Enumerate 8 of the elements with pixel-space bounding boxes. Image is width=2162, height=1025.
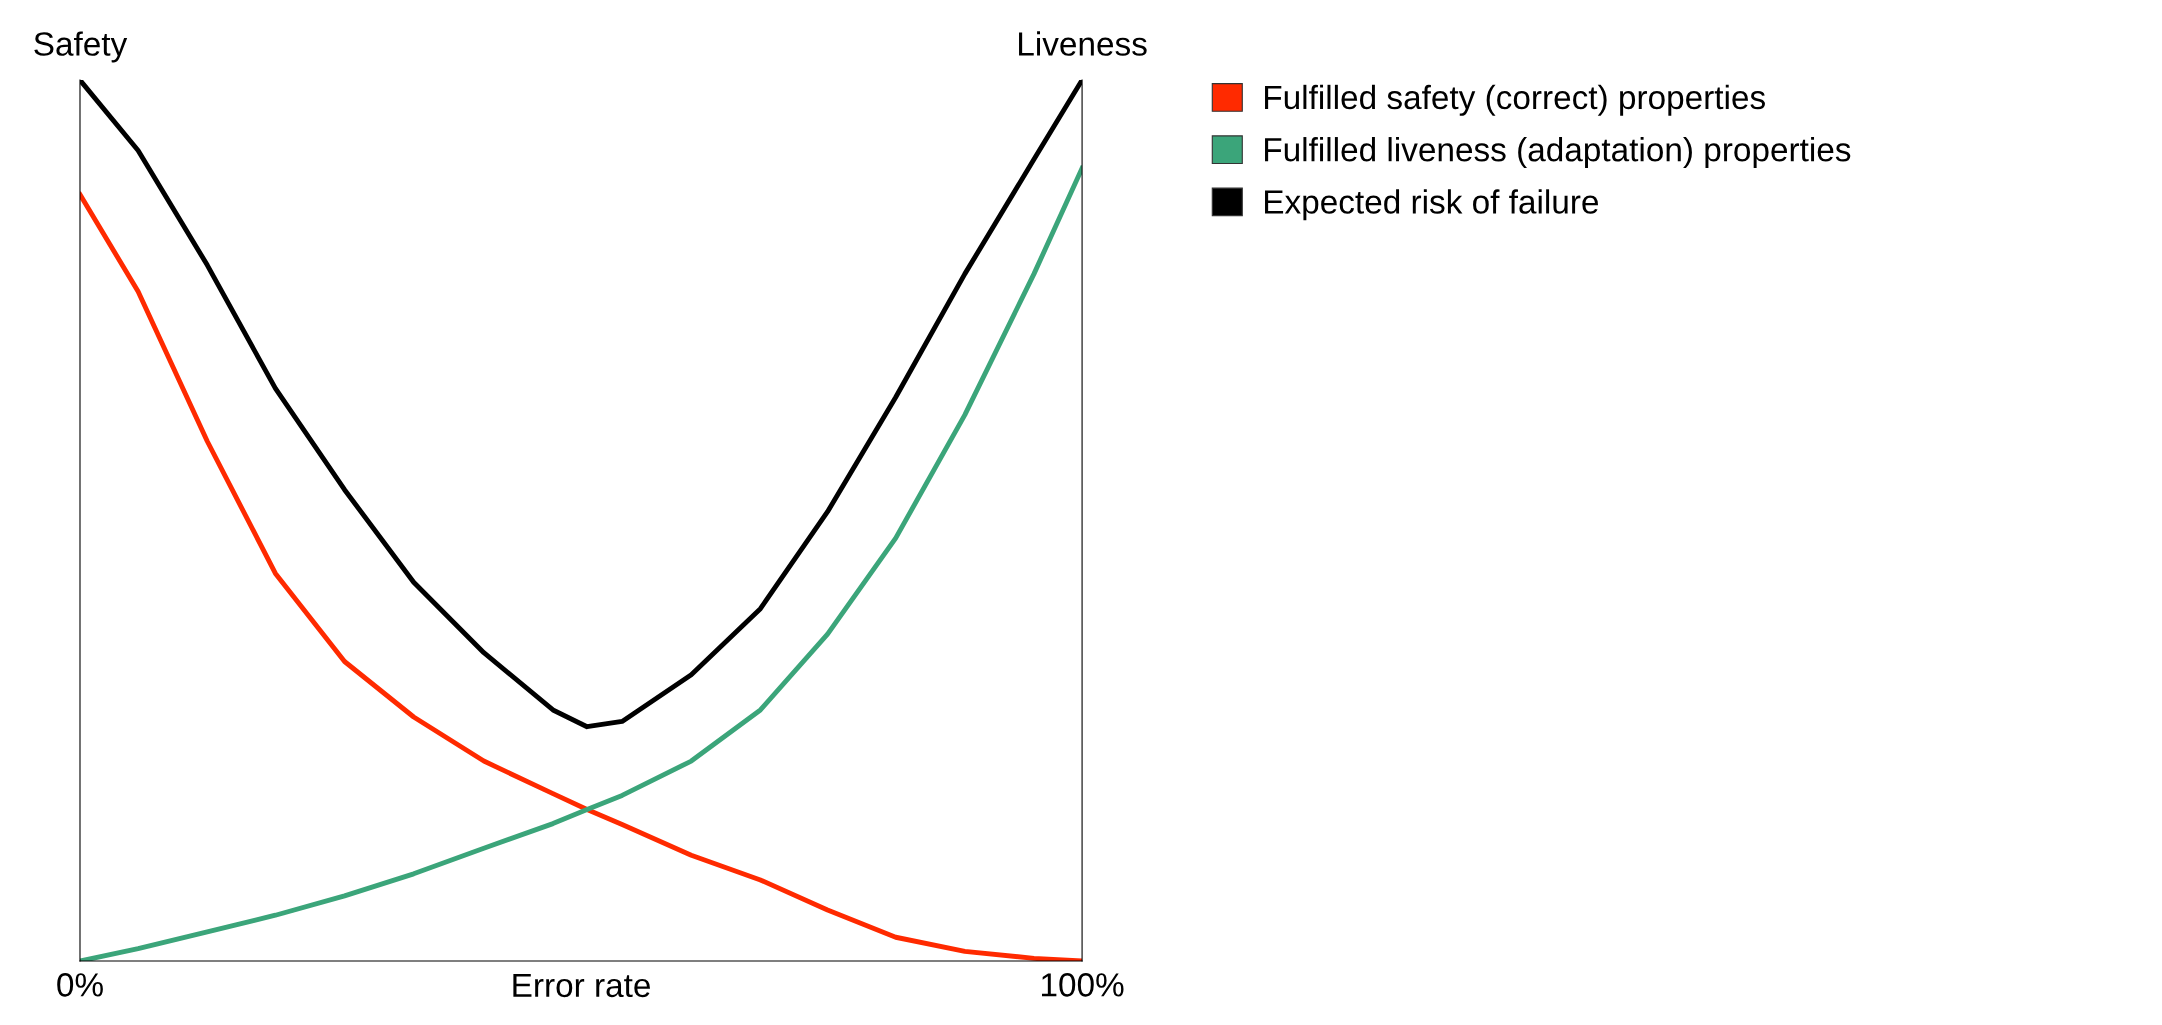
y-axis-title: Safety: [34, 31, 128, 63]
x-axis-title: Error rate: [513, 973, 650, 998]
x-tick-label: 100%: [1042, 973, 1124, 997]
y2-axis-title: Liveness: [1019, 31, 1147, 56]
legend-label: Fulfilled safety (correct) properties: [1265, 84, 1765, 116]
legend-label: Expected risk of failure: [1265, 189, 1598, 221]
legend-label: Fulfilled liveness (adaptation) properties: [1265, 137, 1851, 169]
x-tick-label: 0%: [57, 973, 103, 997]
